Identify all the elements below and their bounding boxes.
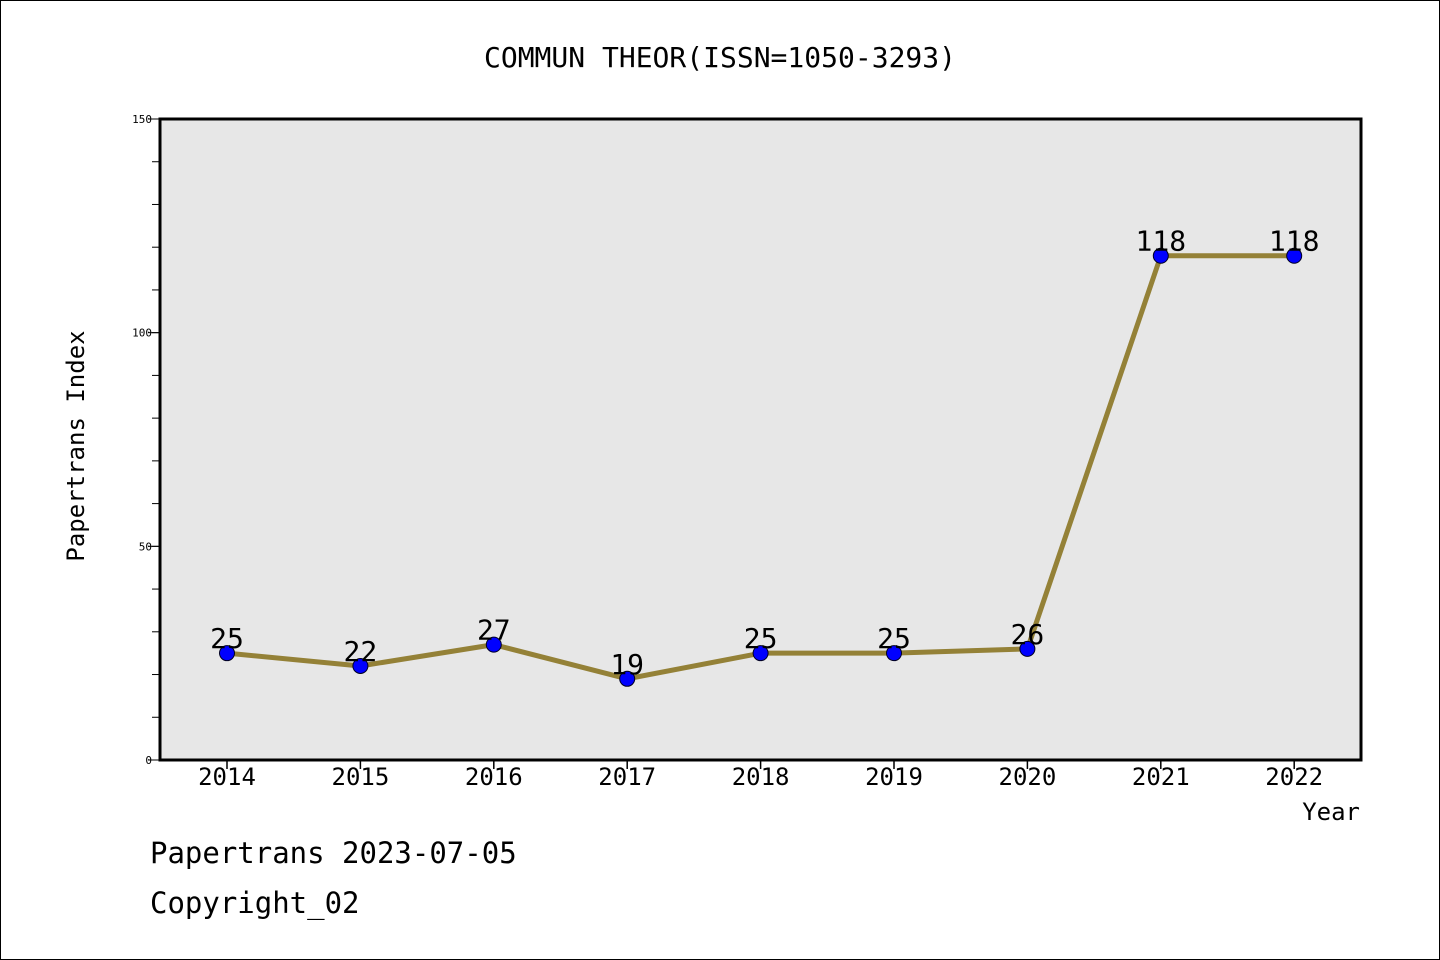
x-tick-label: 2015 bbox=[332, 763, 390, 791]
x-axis-label: Year bbox=[1302, 798, 1360, 826]
chart-title: COMMUN THEOR(ISSN=1050-3293) bbox=[484, 41, 956, 74]
data-label: 118 bbox=[1136, 225, 1187, 258]
x-axis: 2014 2015 2016 2017 2018 2019 2020 2021 2022 bbox=[198, 760, 1323, 791]
series-group: 25 22 27 19 25 25 26 118 118 bbox=[210, 225, 1319, 687]
data-label: 118 bbox=[1269, 225, 1320, 258]
x-tick-label: 2021 bbox=[1132, 763, 1190, 791]
x-tick-label: 2022 bbox=[1265, 763, 1323, 791]
data-point bbox=[219, 645, 235, 662]
data-label: 22 bbox=[344, 635, 378, 668]
footer-date: Papertrans 2023-07-05 bbox=[150, 836, 517, 870]
data-label: 25 bbox=[877, 622, 911, 655]
x-tick-label: 2014 bbox=[198, 763, 256, 791]
data-label: 25 bbox=[744, 622, 778, 655]
data-point bbox=[886, 645, 902, 662]
x-tick-label: 2016 bbox=[465, 763, 523, 791]
y-tick-label: 150 bbox=[132, 113, 152, 126]
y-tick-label: 50 bbox=[139, 540, 152, 553]
y-tick-label: 100 bbox=[132, 327, 152, 340]
data-label: 25 bbox=[210, 622, 244, 655]
data-point bbox=[352, 657, 369, 674]
x-tick-label: 2019 bbox=[865, 763, 923, 791]
data-point bbox=[619, 670, 636, 687]
x-tick-label: 2017 bbox=[598, 763, 656, 791]
data-label: 19 bbox=[610, 648, 644, 681]
data-point bbox=[1152, 247, 1169, 264]
y-axis: 0 50 100 150 bbox=[132, 113, 160, 767]
data-point bbox=[485, 636, 502, 653]
x-tick-label: 2018 bbox=[732, 763, 790, 791]
y-axis-label: Papertrans Index bbox=[62, 330, 90, 561]
y-tick-label: 0 bbox=[145, 754, 152, 767]
x-tick-label: 2020 bbox=[999, 763, 1057, 791]
data-label: 27 bbox=[477, 614, 511, 647]
data-point bbox=[1286, 247, 1303, 264]
data-point bbox=[752, 645, 769, 662]
footer-copyright: Copyright_02 bbox=[150, 886, 360, 920]
data-point bbox=[1019, 640, 1036, 657]
data-label: 26 bbox=[1011, 618, 1045, 651]
